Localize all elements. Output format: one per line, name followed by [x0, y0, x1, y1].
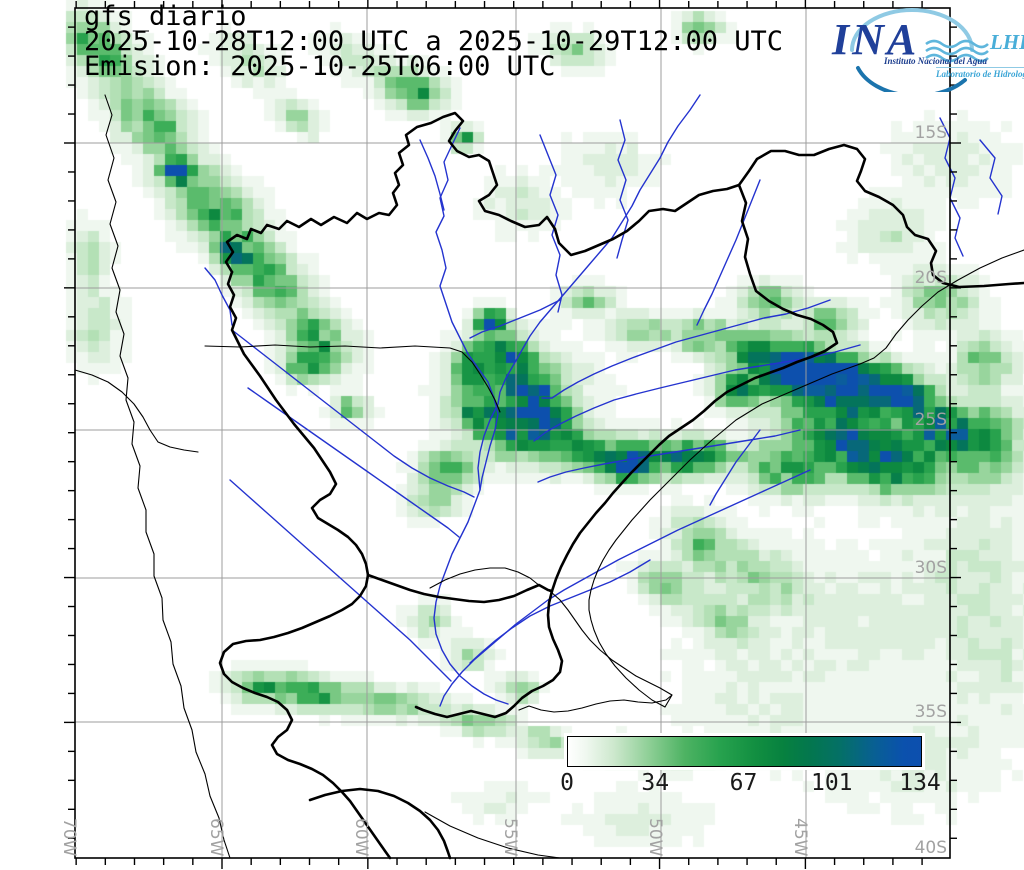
border-line: [104, 94, 231, 859]
lat-label-30S: 30S: [914, 558, 947, 578]
basin-boundary-line: [308, 787, 452, 860]
logo-bottom-arc: [856, 66, 967, 92]
logo-lab-acronym: LHI: [990, 30, 1024, 54]
colorbar-tick-labels: 0 34 67 101 134: [560, 770, 941, 796]
lat-label-40S: 40S: [914, 838, 947, 858]
border-line: [429, 567, 673, 713]
colorbar-label-0: 0: [560, 770, 574, 796]
lon-label-70W: 70W: [59, 818, 79, 857]
basin-boundary-line: [224, 111, 1024, 289]
border-line: [74, 369, 199, 453]
river-line: [204, 267, 233, 326]
river-line: [537, 429, 801, 483]
river-line: [979, 139, 1003, 215]
logo-lab-name: Laboratorio de Hidrología: [936, 67, 1024, 79]
river-line: [247, 387, 460, 538]
title-block: gfs_diario 2025-10-28T12:00 UTC a 2025-10…: [84, 1, 783, 82]
run-name: gfs_diario: [84, 1, 247, 32]
basin-boundary-line: [218, 270, 392, 860]
colorbar-label-134: 134: [899, 770, 941, 796]
river-line: [435, 127, 499, 491]
valid-period: 2025-10-28T12:00 UTC a 2025-10-29T12:00 …: [84, 26, 783, 57]
logo-swoosh-and-waves: [850, 8, 989, 92]
river-line: [616, 119, 629, 259]
border-line: [424, 811, 561, 859]
lat-label-35S: 35S: [914, 702, 947, 722]
colorbar-label-67: 67: [729, 770, 758, 796]
river-line: [433, 94, 701, 705]
lat-label-25S: 25S: [914, 410, 947, 430]
logo-water-waves: [925, 39, 989, 63]
river-line: [533, 344, 861, 442]
border-line: [588, 249, 1024, 708]
ina-logo: INA LHI Instituto Nacional del Agua Labo…: [818, 6, 1024, 92]
river-line: [541, 299, 831, 399]
logo-acronym: INA: [832, 15, 920, 64]
river-line: [939, 117, 964, 257]
colorbar-label-101: 101: [810, 770, 853, 796]
lon-label-55W: 55W: [500, 818, 520, 857]
basin-boundary-line: [366, 573, 554, 604]
emission-time: Emision: 2025-10-25T06:00 UTC: [84, 51, 556, 82]
basin-boundary-line: [414, 183, 839, 719]
river-line: [709, 429, 761, 506]
logo-top-arc: [850, 8, 974, 52]
map-frame: [74, 7, 951, 859]
river-line: [696, 179, 761, 326]
river-line: [231, 329, 475, 498]
lat-label-15S: 15S: [914, 123, 947, 143]
precipitation-colorbar: [567, 736, 922, 767]
lon-label-45W: 45W: [790, 818, 810, 857]
lon-label-60W: 60W: [351, 818, 371, 857]
lon-label-50W: 50W: [645, 818, 665, 857]
river-line: [439, 469, 811, 707]
river-line: [539, 134, 563, 313]
river-line: [229, 479, 452, 682]
logo-institute-name: Instituto Nacional del Agua: [884, 56, 987, 66]
river-line: [469, 299, 561, 339]
colorbar-label-34: 34: [641, 770, 670, 796]
lon-label-65W: 65W: [206, 818, 226, 857]
lat-label-20S: 20S: [914, 268, 947, 288]
river-line: [419, 139, 445, 211]
river-line: [469, 559, 651, 664]
border-line: [204, 344, 501, 413]
